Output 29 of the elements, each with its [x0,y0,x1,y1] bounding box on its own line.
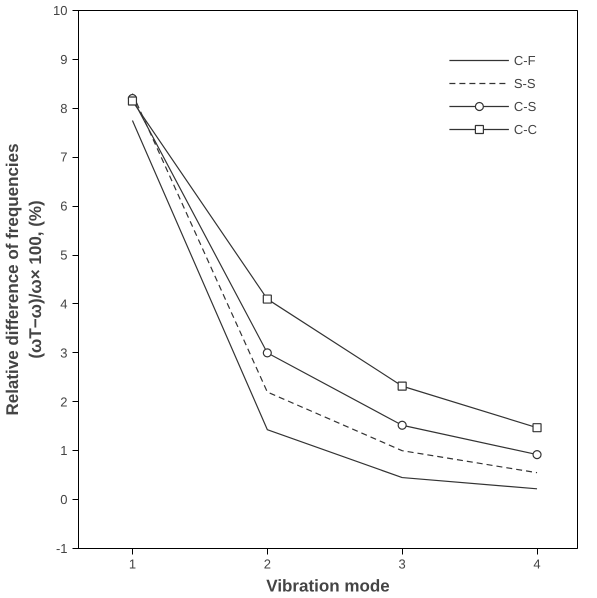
y-tick-label: 0 [60,492,68,508]
y-tick-label: 9 [60,52,68,67]
legend-label: C-C [514,122,537,136]
legend-label: C-S [514,98,536,114]
y-tick-label: 1 [60,443,68,458]
point [532,450,542,460]
point [398,420,407,430]
x-tick-label: 3 [398,556,406,572]
y-tick-label: 5 [60,248,68,263]
legend-label: S-S [514,76,536,90]
y-tick-label: 7 [60,150,68,165]
point [128,96,138,106]
y-axis-title: Relative difference of frequencies (ωT−ω)/ω× 100, (%) [3,143,46,416]
y-tick-label: -1 [56,541,68,556]
point [262,294,272,304]
x-tick-label: 1 [128,556,136,572]
y-tick-label: 8 [60,100,68,116]
point [398,382,407,391]
point [532,423,542,432]
y-tick-label: 3 [60,345,68,360]
y-tick-label: 2 [60,394,68,410]
x-axis-title: Vibration mode [266,576,390,596]
y-tick-label: 4 [60,296,68,312]
point [262,348,272,358]
y-tick-label: 10 [53,3,68,18]
x-tick-label: 4 [533,556,541,572]
legend-label: C-F [514,52,536,68]
x-tick-label: 2 [264,556,271,572]
y-tick-label: 6 [60,198,68,214]
